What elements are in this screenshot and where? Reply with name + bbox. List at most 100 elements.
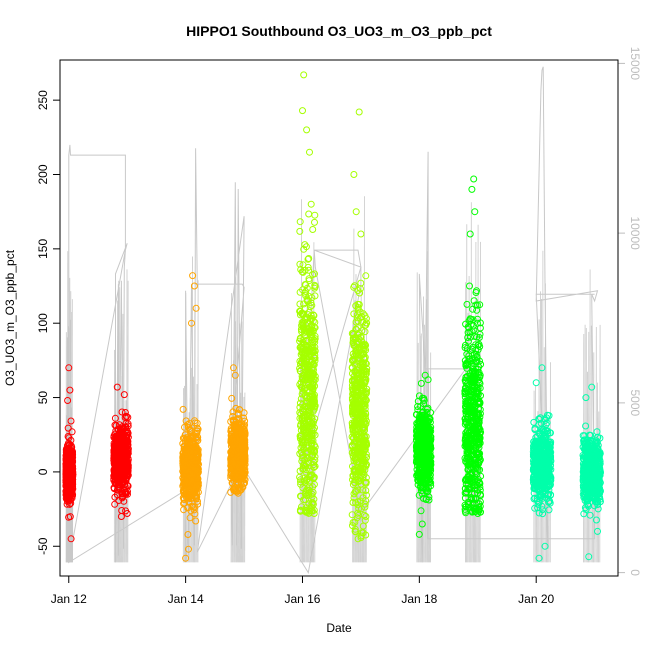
data-point xyxy=(64,424,72,432)
chart-title: HIPPO1 Southbound O3_UO3_m_O3_ppb_pct xyxy=(186,23,492,39)
data-point xyxy=(115,458,122,465)
data-point xyxy=(182,554,190,562)
data-point xyxy=(229,453,237,461)
data-point xyxy=(116,478,124,486)
data-point xyxy=(113,383,121,391)
data-point xyxy=(181,499,189,507)
data-point xyxy=(111,500,119,508)
data-point xyxy=(227,488,235,496)
data-point xyxy=(229,480,237,488)
data-point xyxy=(64,495,72,503)
data-point xyxy=(181,490,189,498)
data-point xyxy=(187,476,195,484)
series-flight-2b xyxy=(227,364,249,497)
data-point xyxy=(123,452,131,460)
data-point xyxy=(118,424,126,432)
data-point xyxy=(67,417,75,425)
data-point xyxy=(124,468,132,476)
data-point xyxy=(183,470,191,478)
data-point xyxy=(185,545,192,553)
data-point xyxy=(241,417,249,425)
data-point xyxy=(123,510,131,517)
data-point xyxy=(180,489,188,497)
data-point xyxy=(180,496,188,503)
data-point xyxy=(184,443,192,451)
data-point xyxy=(69,458,77,466)
data-point xyxy=(190,282,198,290)
data-point xyxy=(235,473,243,481)
data-point xyxy=(112,422,120,430)
data-point xyxy=(238,474,246,481)
data-point xyxy=(186,452,194,460)
data-point xyxy=(228,394,236,402)
data-point xyxy=(63,500,71,508)
data-point xyxy=(191,442,199,450)
data-point xyxy=(183,478,190,486)
data-point xyxy=(66,386,74,394)
data-point xyxy=(111,434,119,442)
data-point xyxy=(65,472,72,480)
data-point xyxy=(64,480,72,488)
data-point xyxy=(182,417,190,425)
data-point xyxy=(192,304,200,312)
data-point xyxy=(191,503,199,511)
data-point xyxy=(119,425,127,433)
data-point xyxy=(111,447,119,455)
data-point xyxy=(186,514,194,522)
data-point xyxy=(194,488,202,496)
data-point xyxy=(179,440,187,448)
data-point xyxy=(121,439,129,447)
data-point xyxy=(234,415,242,423)
data-point xyxy=(190,488,198,496)
data-point xyxy=(121,409,129,416)
data-point xyxy=(181,452,189,460)
data-point xyxy=(66,513,74,521)
data-point xyxy=(181,423,188,431)
data-point xyxy=(192,517,200,525)
data-point xyxy=(188,319,195,327)
data-point xyxy=(111,414,119,422)
data-point xyxy=(194,457,201,465)
data-point xyxy=(241,430,248,438)
data-point xyxy=(186,427,194,434)
data-point xyxy=(122,420,130,427)
data-point xyxy=(118,408,126,416)
data-point xyxy=(192,456,200,464)
data-point xyxy=(191,419,199,427)
data-point xyxy=(117,513,125,520)
data-point xyxy=(180,478,188,486)
data-point xyxy=(189,272,197,280)
data-point xyxy=(112,471,119,479)
data-point xyxy=(227,427,235,435)
data-point xyxy=(194,475,202,483)
data-point xyxy=(238,483,246,491)
data-point xyxy=(112,464,120,472)
data-point xyxy=(186,469,194,477)
data-point xyxy=(110,444,118,452)
series-flight-1b xyxy=(110,383,132,520)
data-point xyxy=(179,405,187,413)
data-point xyxy=(67,535,75,543)
data-point xyxy=(232,404,240,412)
data-point xyxy=(240,472,248,480)
data-point xyxy=(120,391,128,399)
data-point xyxy=(122,488,130,496)
data-point xyxy=(68,465,76,473)
data-point xyxy=(65,494,73,501)
data-point xyxy=(180,442,188,450)
data-point xyxy=(124,482,132,490)
data-point xyxy=(118,490,126,498)
data-point xyxy=(119,459,127,466)
data-point xyxy=(62,478,70,486)
data-point xyxy=(122,413,130,421)
data-point xyxy=(68,447,76,455)
data-point xyxy=(113,479,120,487)
data-point xyxy=(123,489,131,497)
data-point xyxy=(120,497,128,505)
data-point xyxy=(113,491,121,499)
data-point xyxy=(111,468,118,476)
data-point xyxy=(68,457,76,465)
data-point xyxy=(231,432,239,440)
